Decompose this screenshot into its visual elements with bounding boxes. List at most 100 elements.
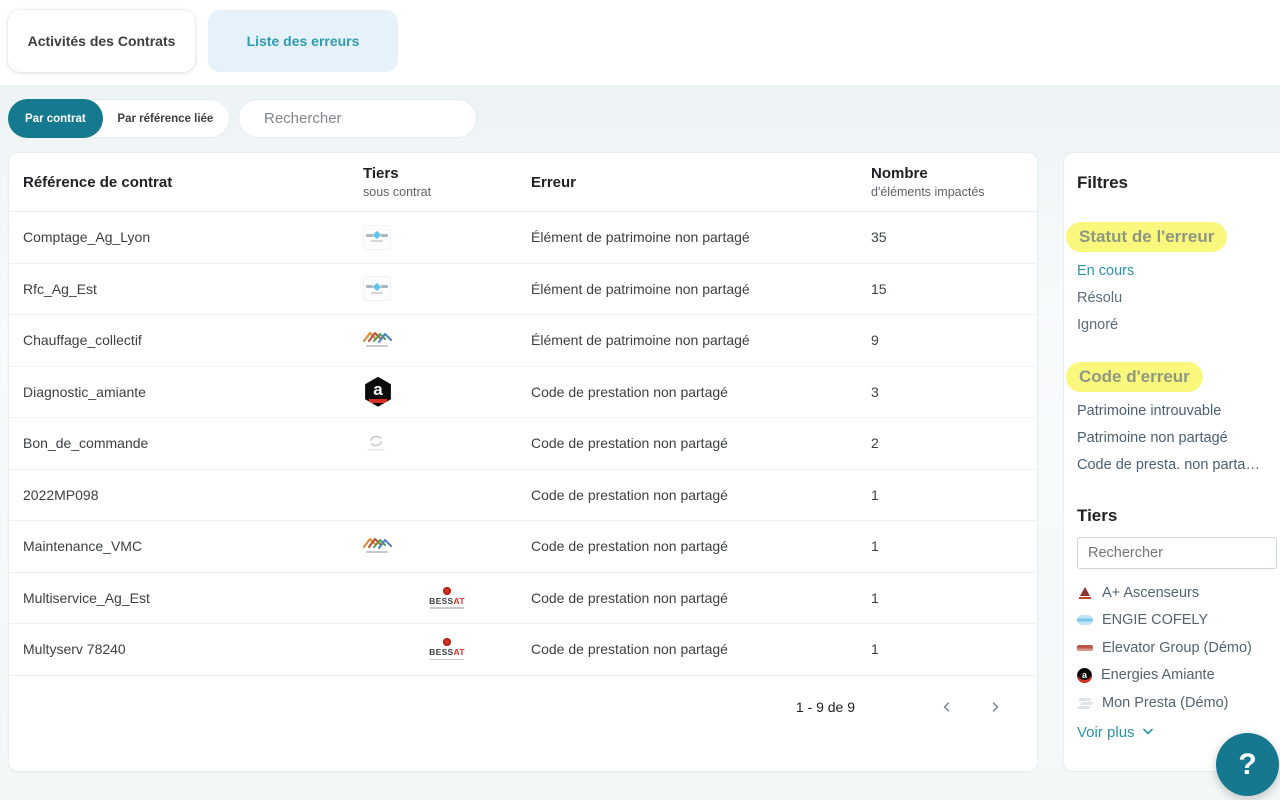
error-label: Code de prestation non partagé bbox=[531, 486, 728, 503]
pagination: 1 - 9 de 9 bbox=[9, 693, 1037, 721]
segment-label: Par référence liée bbox=[117, 112, 214, 125]
table-header: Référence de contrat Tiers sous contrat … bbox=[9, 153, 1037, 212]
tab-activites-des-contrats[interactable]: Activités des Contrats bbox=[8, 10, 195, 72]
contract-reference: Maintenance_VMC bbox=[23, 538, 143, 555]
table-row[interactable]: Diagnostic_amiante a Code de prestation … bbox=[9, 367, 1037, 418]
error-label: Élément de patrimoine non partagé bbox=[531, 229, 750, 246]
error-label: Élément de patrimoine non partagé bbox=[531, 332, 750, 349]
filter-option[interactable]: Résolu bbox=[1077, 290, 1123, 306]
tiers-item-label: Elevator Group (Démo) bbox=[1102, 639, 1252, 656]
impacted-count: 1 bbox=[871, 486, 879, 503]
contract-reference: Comptage_Ag_Lyon bbox=[23, 229, 151, 246]
filter-option[interactable]: Patrimoine introuvable bbox=[1077, 403, 1222, 419]
contract-reference: Chauffage_collectif bbox=[23, 332, 142, 349]
error-label: Code de prestation non partagé bbox=[531, 435, 728, 452]
errors-table-card: Référence de contrat Tiers sous contrat … bbox=[8, 152, 1038, 772]
impacted-count: 1 bbox=[871, 589, 879, 606]
impacted-count: 2 bbox=[871, 435, 879, 452]
table-row[interactable]: Comptage_Ag_Lyon Élément de patrimoine n… bbox=[9, 212, 1037, 264]
filter-option[interactable]: Patrimoine non partagé bbox=[1077, 430, 1228, 446]
table-row[interactable]: Rfc_Ag_Est Élément de patrimoine non par… bbox=[9, 264, 1037, 315]
tab-liste-des-erreurs[interactable]: Liste des erreurs bbox=[208, 10, 398, 72]
tiers-section-title: Tiers bbox=[1077, 506, 1118, 525]
tiers-item-label: Energies Amiante bbox=[1101, 667, 1215, 684]
contract-reference: Bon_de_commande bbox=[23, 435, 149, 452]
error-label: Code de prestation non partagé bbox=[531, 383, 728, 400]
elevator-group-icon bbox=[1077, 644, 1093, 651]
filters-title: Filtres bbox=[1077, 173, 1129, 192]
pagination-range-label: 1 - 9 de 9 bbox=[795, 699, 855, 715]
tiers-item-label: A+ Ascenseurs bbox=[1102, 584, 1200, 601]
voir-plus-label: Voir plus bbox=[1077, 723, 1135, 741]
table-row[interactable]: 2022MP098 Code de prestation non partagé… bbox=[9, 470, 1037, 521]
tiers-list-item[interactable]: ENGIE COFELY bbox=[1077, 607, 1280, 635]
contract-search bbox=[238, 99, 477, 138]
table-row[interactable]: Bon_de_commande Code de prestation non p… bbox=[9, 418, 1037, 470]
tiers-logo bbox=[363, 328, 531, 353]
view-segmented-control: Par contrat Par référence liée bbox=[8, 99, 230, 138]
segment-par-contrat[interactable]: Par contrat bbox=[8, 99, 103, 138]
tiers-search-input[interactable] bbox=[1088, 545, 1275, 561]
impacted-count: 1 bbox=[871, 538, 879, 555]
table-row[interactable]: Chauffage_collectif Élément de patrimoin… bbox=[9, 315, 1037, 367]
help-button[interactable]: ? bbox=[1216, 733, 1279, 796]
tiers-logo: BESSAT bbox=[363, 638, 531, 661]
impacted-count: 3 bbox=[871, 383, 879, 400]
contract-reference: Diagnostic_amiante bbox=[23, 383, 146, 400]
filter-option[interactable]: Ignoré bbox=[1077, 317, 1119, 333]
column-header-nombre: Nombre d'éléments impactés bbox=[871, 165, 985, 199]
column-header-erreur: Erreur bbox=[531, 173, 577, 191]
error-label: Code de prestation non partagé bbox=[531, 538, 728, 555]
contract-reference: Rfc_Ag_Est bbox=[23, 280, 97, 297]
table-row[interactable]: Maintenance_VMC Code de prestation non p… bbox=[9, 521, 1037, 573]
pagination-prev-icon[interactable] bbox=[935, 695, 959, 719]
contract-reference: Multyserv 78240 bbox=[23, 641, 126, 658]
engie-cofely-icon bbox=[1077, 615, 1093, 626]
contract-reference: Multiservice_Ag_Est bbox=[23, 589, 150, 606]
tab-label: Activités des Contrats bbox=[27, 33, 176, 49]
filter-section-title: Code d'erreur bbox=[1066, 362, 1203, 392]
energies-amiante-icon: a bbox=[1077, 667, 1092, 683]
error-label: Élément de patrimoine non partagé bbox=[531, 280, 750, 297]
table-row[interactable]: Multiservice_Ag_Est BESSAT Code de prest… bbox=[9, 573, 1037, 624]
contract-reference: 2022MP098 bbox=[23, 486, 99, 503]
filter-section: Statut de l'erreur En cours Résolu Ignoré bbox=[1066, 222, 1280, 333]
segment-label: Par contrat bbox=[25, 112, 86, 125]
tiers-logo bbox=[363, 276, 531, 302]
segment-par-reference-liee[interactable]: Par référence liée bbox=[102, 100, 229, 137]
tiers-search bbox=[1077, 537, 1277, 569]
table-body: Comptage_Ag_Lyon Élément de patrimoine n… bbox=[9, 212, 1037, 676]
tiers-item-label: ENGIE COFELY bbox=[1102, 612, 1209, 629]
error-label: Code de prestation non partagé bbox=[531, 641, 728, 658]
tiers-list: A+ Ascenseurs ENGIE COFELY Elevator Group … bbox=[1077, 579, 1280, 717]
aplus-ascenseurs-icon bbox=[1077, 587, 1093, 599]
tiers-logo bbox=[363, 431, 531, 456]
tiers-list-item[interactable]: Elevator Group (Démo) bbox=[1077, 634, 1280, 662]
impacted-count: 35 bbox=[871, 229, 887, 246]
voir-plus-button[interactable]: Voir plus bbox=[1077, 724, 1280, 741]
filter-section: Code d'erreur Patrimoine introuvable Patri… bbox=[1066, 362, 1280, 473]
help-label: ? bbox=[1238, 747, 1257, 781]
tiers-logo bbox=[363, 224, 531, 250]
column-header-tiers: Tiers sous contrat bbox=[363, 165, 432, 199]
filter-option[interactable]: En cours bbox=[1077, 263, 1135, 279]
tiers-list-item[interactable]: Mon Presta (Démo) bbox=[1077, 689, 1280, 717]
table-row[interactable]: Multyserv 78240 BESSAT Code de prestatio… bbox=[9, 624, 1037, 676]
error-label: Code de prestation non partagé bbox=[531, 589, 728, 606]
mon-presta-icon bbox=[1077, 697, 1094, 708]
impacted-count: 9 bbox=[871, 332, 879, 349]
filter-sections: Statut de l'erreur En cours Résolu Ignoré Co… bbox=[1066, 222, 1280, 473]
filters-panel: Filtres Statut de l'erreur En cours Résolu… bbox=[1063, 152, 1280, 772]
filter-section-title: Statut de l'erreur bbox=[1066, 222, 1228, 252]
filter-option[interactable]: Code de presta. non parta… bbox=[1077, 457, 1260, 473]
tiers-item-label: Mon Presta (Démo) bbox=[1102, 694, 1229, 711]
tiers-logo: BESSAT bbox=[363, 586, 531, 609]
column-header-reference: Référence de contrat bbox=[23, 173, 173, 191]
search-input[interactable] bbox=[264, 110, 463, 127]
tiers-list-item[interactable]: a Energies Amiante bbox=[1077, 662, 1280, 690]
tiers-logo: a bbox=[363, 376, 531, 407]
impacted-count: 1 bbox=[871, 641, 879, 658]
tiers-list-item[interactable]: A+ Ascenseurs bbox=[1077, 579, 1280, 607]
pagination-next-icon[interactable] bbox=[983, 695, 1007, 719]
impacted-count: 15 bbox=[871, 280, 887, 297]
